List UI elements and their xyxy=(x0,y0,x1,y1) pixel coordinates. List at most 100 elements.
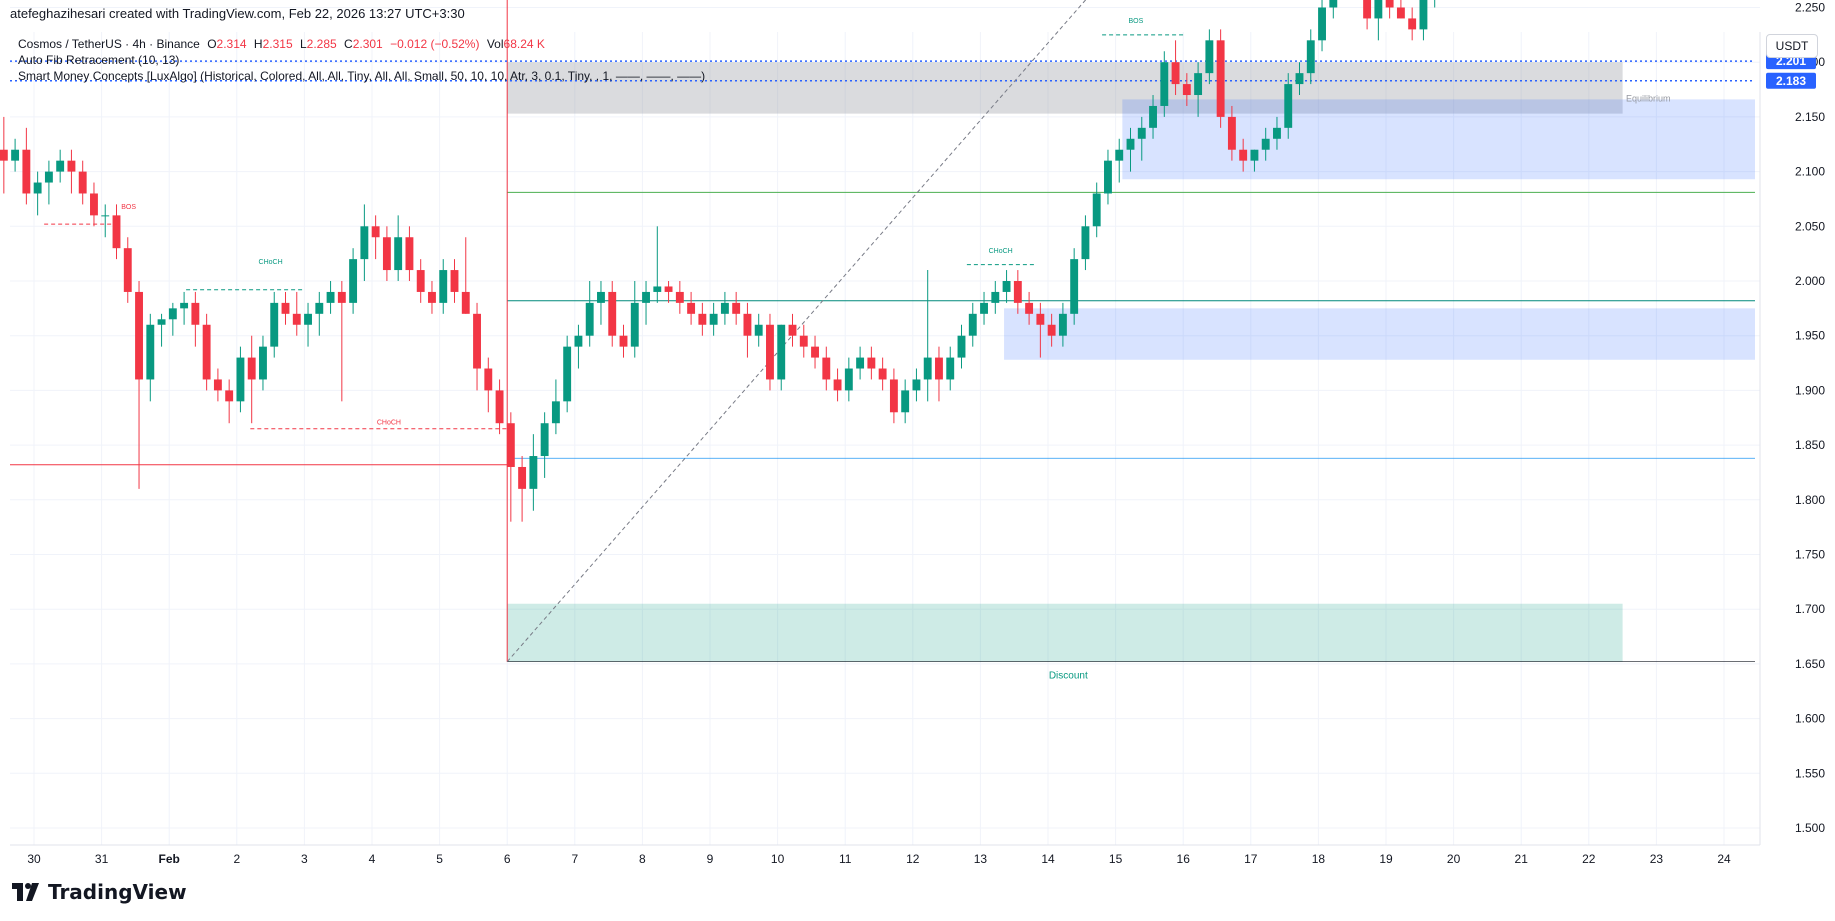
x-tick-label: 6 xyxy=(504,852,511,866)
x-tick-label: 18 xyxy=(1312,852,1326,866)
equilibrium-label: Equilibrium xyxy=(1626,93,1671,103)
currency-button[interactable]: USDT xyxy=(1766,34,1818,58)
candle-body xyxy=(0,149,8,161)
x-tick-label: 23 xyxy=(1650,852,1664,866)
y-tick-label: 2.000 xyxy=(1795,274,1825,288)
structure-label: CHoCH xyxy=(377,420,401,427)
candle-body xyxy=(213,379,222,391)
symbol-title[interactable]: Cosmos / TetherUS · 4h · Binance xyxy=(18,37,200,51)
candle-body xyxy=(529,456,538,489)
candle-body xyxy=(551,401,560,424)
x-tick-label: 20 xyxy=(1447,852,1461,866)
x-tick-label: Feb xyxy=(159,852,180,866)
candle-body xyxy=(901,390,910,413)
candle-body xyxy=(112,215,121,249)
candle-body xyxy=(822,357,831,380)
candle-body xyxy=(811,346,819,358)
candle-body xyxy=(799,335,808,347)
candle-body xyxy=(642,291,650,303)
candle-body xyxy=(833,379,842,391)
candle-body xyxy=(844,368,853,391)
candle-body xyxy=(1126,138,1135,150)
candle-body xyxy=(506,423,515,467)
x-tick-label: 30 xyxy=(27,852,41,866)
y-tick-label: 1.750 xyxy=(1795,548,1825,562)
candle-body xyxy=(1160,62,1169,106)
x-tick-label: 11 xyxy=(839,852,852,866)
x-tick-label: 9 xyxy=(707,852,714,866)
candle-body xyxy=(1284,84,1293,128)
candle-body xyxy=(1227,116,1236,150)
candle-body xyxy=(360,226,369,260)
candle-body xyxy=(236,357,245,402)
candle-body xyxy=(732,302,741,314)
y-tick-label: 1.600 xyxy=(1795,712,1825,726)
candle-body xyxy=(1149,105,1157,128)
candle-body xyxy=(1385,0,1394,8)
candle-body xyxy=(304,313,312,325)
candle-body xyxy=(382,237,391,271)
candle-body xyxy=(957,335,966,358)
candle-body xyxy=(563,346,572,402)
x-tick-label: 31 xyxy=(95,852,109,866)
chart-legend: Cosmos / TetherUS · 4h · Binance O2.314 … xyxy=(18,36,705,84)
candle-body xyxy=(202,324,211,380)
x-tick-label: 13 xyxy=(974,852,988,866)
price-marker-label: 2.183 xyxy=(1776,74,1806,88)
indicator-smc[interactable]: Smart Money Concepts [LuxAlgo] (Historic… xyxy=(18,69,706,83)
candle-body xyxy=(439,270,448,303)
y-tick-label: 2.050 xyxy=(1795,219,1825,233)
created-by-header: atefeghazihesari created with TradingVie… xyxy=(10,6,465,21)
candle-body xyxy=(1137,127,1146,139)
candle-body xyxy=(608,291,617,336)
volume-label: Vol xyxy=(486,37,504,51)
low-value: 2.285 xyxy=(306,37,337,51)
x-tick-label: 22 xyxy=(1582,852,1596,866)
candle-body xyxy=(1205,40,1214,74)
candle-body xyxy=(630,302,639,347)
equilibrium-zone xyxy=(507,62,1623,114)
candle-body xyxy=(461,291,470,314)
structure-label: BOS xyxy=(1128,18,1143,25)
candle-body xyxy=(788,324,797,336)
candle-body xyxy=(597,291,605,303)
open-label: O xyxy=(207,37,217,51)
candle-body xyxy=(337,291,346,303)
candle-body xyxy=(484,368,493,391)
close-label: C xyxy=(344,37,353,51)
candle-body xyxy=(653,286,662,292)
candle-body xyxy=(1047,324,1056,336)
candle-body xyxy=(416,270,425,292)
candle-body xyxy=(78,171,87,194)
candle-body xyxy=(878,368,887,380)
candle-body xyxy=(923,357,932,380)
tradingview-logo-icon xyxy=(12,883,39,901)
y-tick-label: 2.150 xyxy=(1795,110,1825,124)
candle-body xyxy=(1295,73,1304,85)
candle-body xyxy=(1070,259,1079,314)
tradingview-logo[interactable]: TradingView xyxy=(12,880,187,904)
high-label: H xyxy=(253,37,263,51)
indicator-fib[interactable]: Auto Fib Retracement (10, 13) xyxy=(18,53,180,67)
change-value: −0.012 (−0.52%) xyxy=(390,37,480,51)
candle-body xyxy=(56,160,65,172)
tradingview-brand: TradingView xyxy=(48,880,187,904)
candle-body xyxy=(1092,193,1101,227)
candle-body xyxy=(67,160,76,172)
candle-body xyxy=(867,357,876,369)
candle-body xyxy=(1363,0,1372,19)
x-tick-label: 21 xyxy=(1515,852,1529,866)
structure-label: CHoCH xyxy=(259,259,283,266)
ohlc-row[interactable]: Cosmos / TetherUS · 4h · Binance O2.314 … xyxy=(18,36,705,52)
candle-body xyxy=(371,226,380,238)
high-value: 2.315 xyxy=(262,37,293,51)
candle-body xyxy=(743,313,752,336)
candle-body xyxy=(33,182,42,194)
x-tick-label: 10 xyxy=(771,852,785,866)
candle-body xyxy=(180,302,189,309)
candle-body xyxy=(326,291,335,303)
candle-body xyxy=(574,335,583,347)
y-tick-label: 1.650 xyxy=(1795,657,1825,671)
y-tick-label: 1.900 xyxy=(1795,383,1825,397)
